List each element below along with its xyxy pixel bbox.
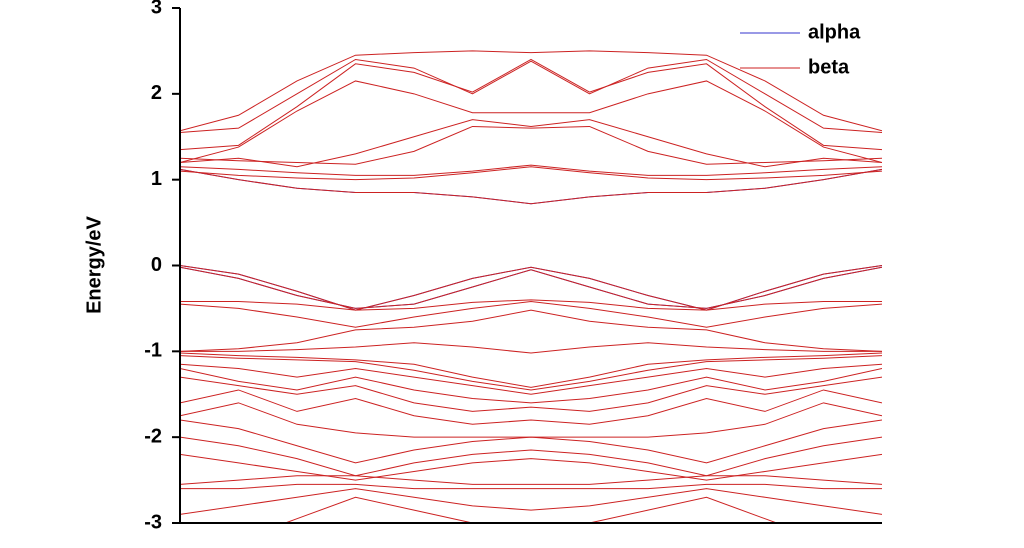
- band-line: [180, 309, 882, 352]
- band-line: [180, 58, 882, 133]
- band-line: [180, 376, 882, 412]
- band-line: [180, 419, 882, 464]
- band-line: [180, 453, 882, 481]
- band-line: [180, 265, 882, 311]
- y-tick-label: 1: [151, 168, 162, 190]
- y-tick-label: -3: [144, 511, 162, 533]
- band-line: [283, 496, 779, 523]
- legend-label: alpha: [808, 21, 861, 43]
- y-tick-label: 2: [151, 82, 162, 104]
- band-line: [180, 166, 882, 181]
- band-line: [180, 355, 882, 391]
- plot-area: [180, 50, 882, 523]
- band-line: [180, 352, 882, 388]
- band-line: [180, 164, 882, 176]
- band-line: [180, 483, 882, 490]
- band-line: [180, 168, 882, 205]
- y-tick-label: -1: [144, 340, 162, 362]
- band-line: [180, 80, 882, 163]
- band-line: [180, 125, 882, 165]
- band-line: [180, 266, 882, 309]
- band-line: [180, 119, 882, 168]
- band-line: [180, 299, 882, 311]
- band-line: [180, 301, 882, 328]
- band-line: [180, 389, 882, 425]
- y-tick-label: 0: [151, 254, 162, 276]
- band-line: [180, 368, 882, 404]
- band-line: [180, 50, 882, 132]
- band-line: [180, 58, 882, 151]
- band-line: [180, 363, 882, 395]
- band-line: [180, 436, 882, 477]
- y-axis-label: Energy/eV: [83, 215, 105, 313]
- band-line: [180, 342, 882, 354]
- legend-label: beta: [808, 56, 850, 78]
- y-tick-label: 3: [151, 0, 162, 18]
- y-tick-label: -2: [144, 425, 162, 447]
- band-line: [180, 488, 882, 515]
- band-line: [180, 475, 882, 485]
